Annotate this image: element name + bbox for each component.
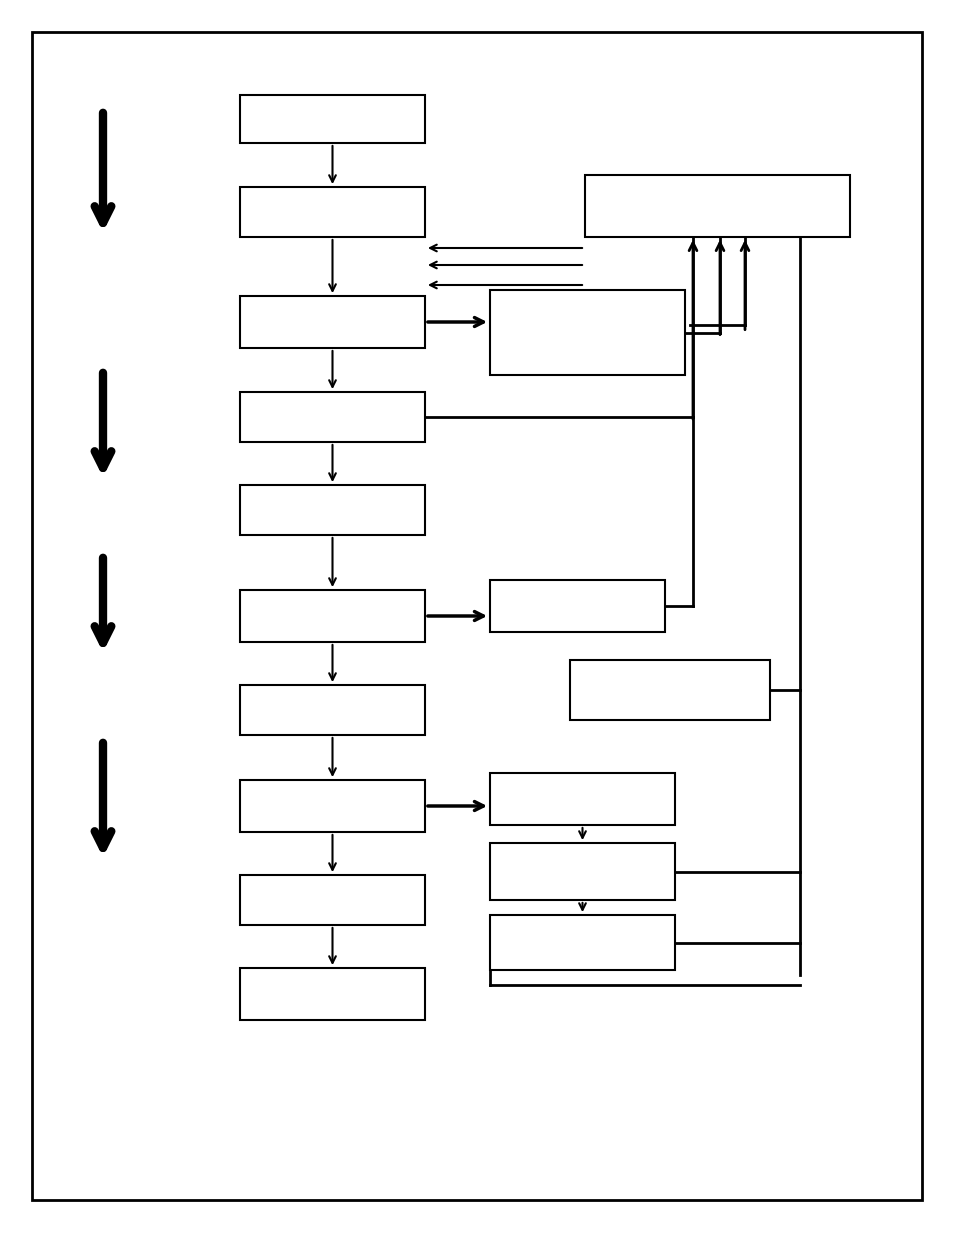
Bar bbox=[569, 659, 769, 720]
Bar bbox=[240, 781, 424, 832]
Bar bbox=[240, 186, 424, 237]
Bar bbox=[240, 485, 424, 535]
Bar bbox=[490, 844, 675, 900]
Bar bbox=[240, 391, 424, 442]
Bar bbox=[490, 773, 675, 825]
Bar bbox=[240, 95, 424, 143]
Bar bbox=[240, 590, 424, 642]
Bar bbox=[240, 685, 424, 735]
Bar bbox=[240, 296, 424, 348]
Bar bbox=[490, 580, 664, 632]
Bar bbox=[490, 915, 675, 969]
Bar bbox=[584, 175, 849, 237]
Bar bbox=[240, 968, 424, 1020]
Bar bbox=[240, 876, 424, 925]
Bar bbox=[490, 290, 684, 375]
